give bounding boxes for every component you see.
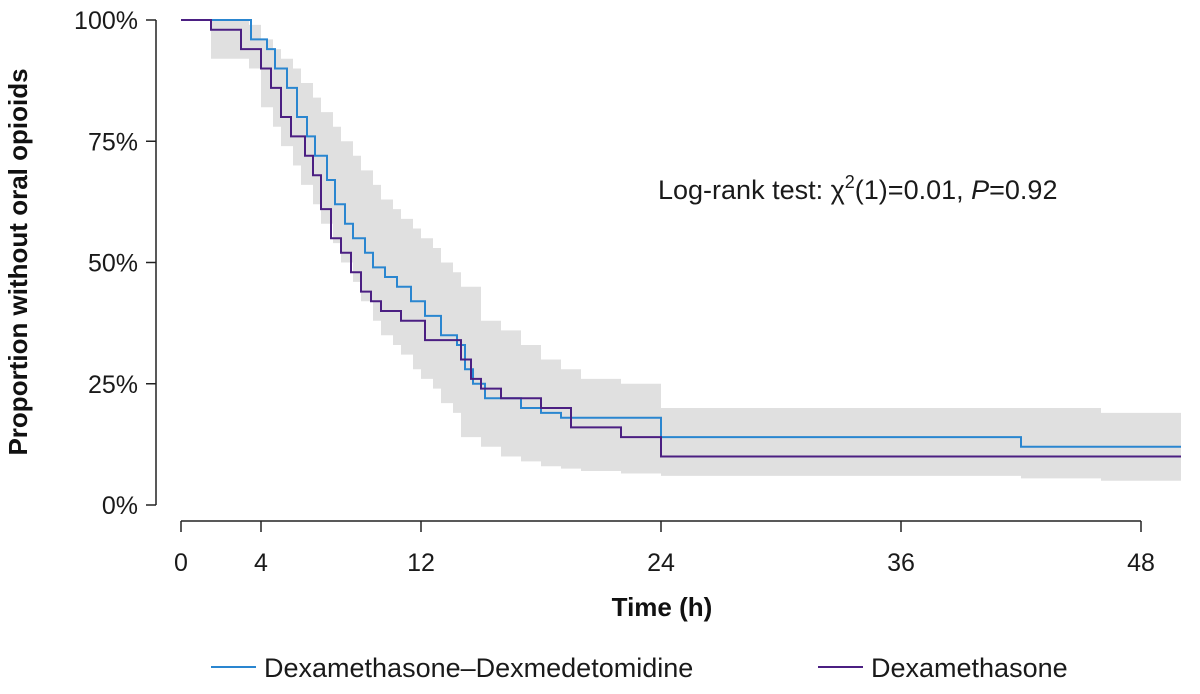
- survival-curves: [181, 19, 1181, 458]
- y-tick-label: 100%: [74, 7, 138, 35]
- x-tick-label: 4: [254, 549, 268, 577]
- x-tick-label: 48: [1127, 549, 1155, 577]
- x-tick-label: 12: [407, 549, 435, 577]
- y-tick-label: 50%: [88, 250, 138, 278]
- x-ticks: 0 4 12 24 36 48: [174, 521, 1155, 577]
- annotation-prefix: Log-rank test:: [658, 175, 831, 205]
- annotation-p-value: =0.92: [989, 175, 1057, 205]
- annotation-p-symbol: P: [971, 175, 989, 205]
- legend-label-dexmedetomidine: Dexamethasone–Dexmedetomidine: [264, 653, 693, 683]
- y-tick-label: 75%: [88, 128, 138, 156]
- x-axis-title: Time (h): [612, 592, 713, 622]
- confidence-band-layer: [181, 20, 1181, 481]
- series-line-1: [181, 19, 1181, 458]
- series-line-0: [181, 19, 1181, 448]
- confidence-band: [181, 20, 1181, 481]
- annotation-chi: χ: [831, 175, 845, 205]
- y-tick-label: 25%: [88, 371, 138, 399]
- annotation-superscript: 2: [845, 172, 855, 192]
- y-ticks: 0% 25% 50% 75% 100%: [74, 7, 156, 520]
- x-tick-label: 36: [887, 549, 915, 577]
- log-rank-annotation: Log-rank test: χ2(1)=0.01, P=0.92: [658, 172, 1057, 205]
- x-tick-label: 24: [647, 549, 675, 577]
- legend-label-dexamethasone: Dexamethasone: [871, 653, 1068, 683]
- y-tick-label: 0%: [102, 492, 138, 520]
- y-axis-title: Proportion without oral opioids: [3, 68, 33, 455]
- legend: Dexamethasone–Dexmedetomidine Dexamethas…: [211, 653, 1068, 683]
- annotation-middle: (1)=0.01,: [855, 175, 971, 205]
- x-tick-label: 0: [174, 549, 188, 577]
